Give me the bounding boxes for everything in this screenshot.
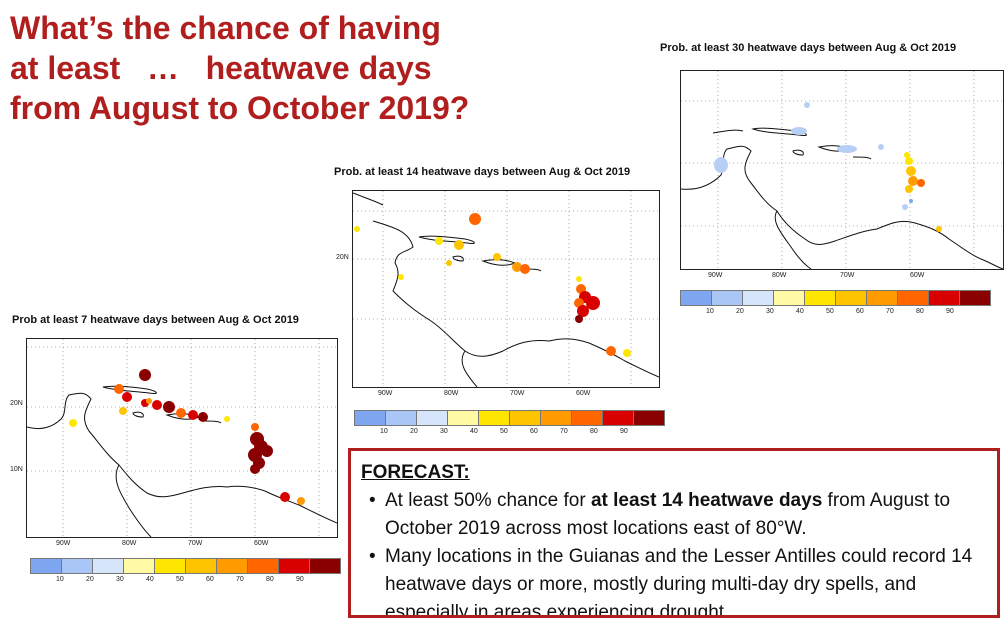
- forecast-bullet-1-post: from August to October 2019 across most …: [385, 490, 951, 539]
- colorbar-swatch: [92, 558, 124, 574]
- page-title: What’s the chance of having at least … h…: [10, 8, 469, 128]
- map-14-scale-label: 60: [530, 428, 538, 435]
- map-14-title: Prob. at least 14 heatwave days between …: [334, 166, 631, 178]
- colorbar-swatch: [354, 410, 386, 426]
- map-30-x-label: 90W: [708, 272, 723, 279]
- map-14-scale-label: 20: [410, 428, 418, 435]
- map-14-scale-label: 10: [380, 428, 388, 435]
- map-30-scale-label: 80: [916, 308, 924, 315]
- colorbar-swatch: [602, 410, 634, 426]
- map-7-title: Prob at least 7 heatwave days between Au…: [12, 314, 299, 326]
- colorbar-swatch: [540, 410, 572, 426]
- map-14-scale-label: 90: [620, 428, 628, 435]
- map-30-scale-label: 90: [946, 308, 954, 315]
- colorbar-swatch: [866, 290, 898, 306]
- map-7-scale-label: 20: [86, 576, 94, 583]
- map-14-plot: [353, 191, 659, 387]
- map-30-x-label: 60W: [910, 272, 925, 279]
- map-7-scale-label: 70: [236, 576, 244, 583]
- colorbar-swatch: [633, 410, 665, 426]
- map-7-scale-label: 90: [296, 576, 304, 583]
- map-14-x-label: 60W: [576, 390, 591, 397]
- map-30-scale-label: 30: [766, 308, 774, 315]
- map-7-scale-label: 50: [176, 576, 184, 583]
- map-14-scale-label: 40: [470, 428, 478, 435]
- map-14-panel: [352, 190, 660, 388]
- colorbar-swatch: [804, 290, 836, 306]
- title-line-2: at least … heatwave days: [10, 50, 432, 86]
- colorbar-swatch: [123, 558, 155, 574]
- map-7-panel: [26, 338, 338, 538]
- colorbar-swatch: [154, 558, 186, 574]
- colorbar-swatch: [478, 410, 510, 426]
- map-7-plot: [27, 339, 337, 537]
- map-14-scale-label: 50: [500, 428, 508, 435]
- forecast-bullet-1: At least 50% chance for at least 14 heat…: [369, 487, 987, 543]
- map-30-x-label: 70W: [840, 272, 855, 279]
- map-30-plot: [681, 71, 1003, 269]
- colorbar-swatch: [309, 558, 341, 574]
- map-30-title: Prob. at least 30 heatwave days between …: [660, 42, 957, 54]
- colorbar-swatch: [509, 410, 541, 426]
- map-7-y-label: 10N: [10, 466, 23, 473]
- map-30-scale-label: 50: [826, 308, 834, 315]
- forecast-box: FORECAST: At least 50% chance for at lea…: [348, 448, 1000, 618]
- map-7-y-label: 20N: [10, 400, 23, 407]
- colorbar-swatch: [216, 558, 248, 574]
- map-7-scale-label: 80: [266, 576, 274, 583]
- colorbar-swatch: [571, 410, 603, 426]
- forecast-bullet-1-pre: At least 50% chance for: [385, 490, 591, 511]
- colorbar-swatch: [247, 558, 279, 574]
- colorbar-swatch: [185, 558, 217, 574]
- colorbar-swatch: [897, 290, 929, 306]
- colorbar-swatch: [416, 410, 448, 426]
- map-30-scale-label: 60: [856, 308, 864, 315]
- map-14-x-label: 80W: [444, 390, 459, 397]
- map-7-colorbar: [30, 558, 341, 574]
- map-30-scale-label: 20: [736, 308, 744, 315]
- colorbar-swatch: [928, 290, 960, 306]
- map-7-x-label: 90W: [56, 540, 71, 547]
- colorbar-swatch: [385, 410, 417, 426]
- colorbar-swatch: [835, 290, 867, 306]
- forecast-list: At least 50% chance for at least 14 heat…: [361, 487, 987, 615]
- map-14-colorbar: [354, 410, 665, 426]
- colorbar-swatch: [959, 290, 991, 306]
- colorbar-swatch: [773, 290, 805, 306]
- map-30-scale-label: 70: [886, 308, 894, 315]
- title-line-3: from August to October 2019?: [10, 90, 470, 126]
- forecast-heading: FORECAST:: [361, 462, 470, 483]
- title-line-1: What’s the chance of having: [10, 10, 441, 46]
- map-14-scale-label: 70: [560, 428, 568, 435]
- map-14-scale-label: 30: [440, 428, 448, 435]
- map-7-scale-label: 10: [56, 576, 64, 583]
- map-30-colorbar: [680, 290, 991, 306]
- colorbar-swatch: [680, 290, 712, 306]
- colorbar-swatch: [30, 558, 62, 574]
- colorbar-swatch: [711, 290, 743, 306]
- map-7-scale-label: 30: [116, 576, 124, 583]
- colorbar-swatch: [742, 290, 774, 306]
- map-7-x-label: 60W: [254, 540, 269, 547]
- map-14-scale-label: 80: [590, 428, 598, 435]
- map-14-x-label: 70W: [510, 390, 525, 397]
- colorbar-swatch: [447, 410, 479, 426]
- map-30-x-label: 80W: [772, 272, 787, 279]
- colorbar-swatch: [278, 558, 310, 574]
- map-7-scale-label: 60: [206, 576, 214, 583]
- forecast-bullet-1-bold: at least 14 heatwave days: [590, 490, 823, 511]
- forecast-bullet-2: Many locations in the Guianas and the Le…: [369, 543, 987, 615]
- colorbar-swatch: [61, 558, 93, 574]
- map-14-x-label: 90W: [378, 390, 393, 397]
- map-30-panel: [680, 70, 1004, 270]
- map-7-scale-label: 40: [146, 576, 154, 583]
- map-30-scale-label: 40: [796, 308, 804, 315]
- map-7-x-label: 80W: [122, 540, 137, 547]
- map-7-x-label: 70W: [188, 540, 203, 547]
- map-14-y-label: 20N: [336, 254, 349, 261]
- map-30-scale-label: 10: [706, 308, 714, 315]
